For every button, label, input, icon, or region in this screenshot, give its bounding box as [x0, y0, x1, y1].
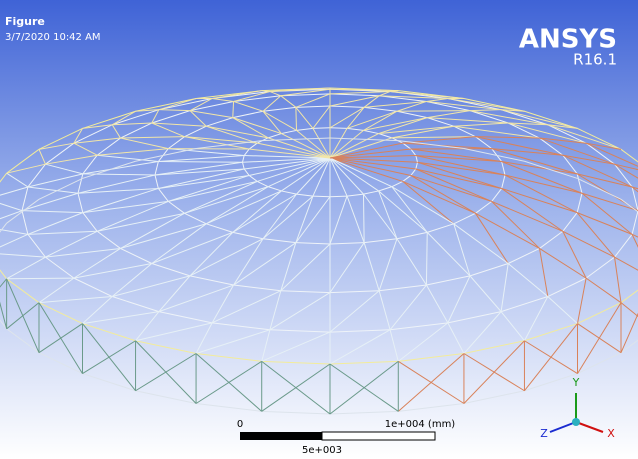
z-label: Z: [540, 427, 548, 440]
mesh-line: [296, 107, 297, 130]
scale-black: [240, 432, 322, 440]
mesh-line: [363, 194, 364, 243]
version: R16.1: [573, 51, 617, 69]
figure-title: Figure: [5, 15, 45, 28]
scale-white: [322, 432, 435, 440]
y-label: Y: [572, 376, 580, 389]
mesh-line: [397, 111, 470, 112]
scale-mid: 5e+003: [302, 445, 342, 456]
origin: [572, 418, 580, 426]
mesh-line: [313, 196, 330, 197]
mesh-line: [313, 128, 330, 129]
viewport: Figure 3/7/2020 10:42 AM ANSYS R16.1 0 1…: [0, 0, 638, 459]
mesh-line: [330, 128, 347, 129]
timestamp: 3/7/2020 10:42 AM: [5, 32, 101, 43]
x-label: X: [607, 427, 615, 440]
scale-end: 1e+004 (mm): [385, 419, 456, 430]
mesh-line: [158, 162, 242, 163]
mesh-line: [7, 278, 74, 279]
page: Figure 3/7/2020 10:42 AM ANSYS R16.1 0 1…: [0, 0, 638, 459]
scale-start: 0: [237, 419, 243, 430]
mesh-line: [330, 196, 347, 197]
